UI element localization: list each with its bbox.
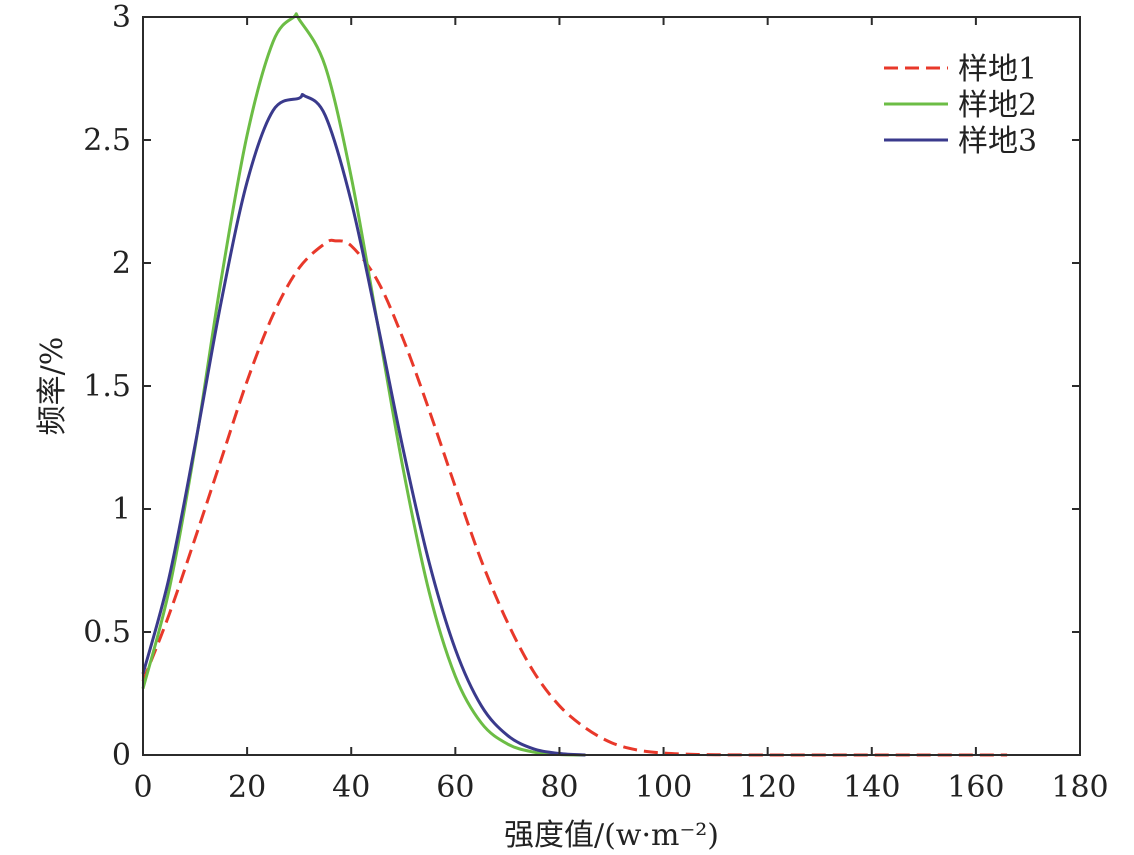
series-lines bbox=[141, 12, 1008, 757]
y-axis-tick-labels: 0 0.5 1 1.5 2 2.5 3 bbox=[83, 0, 131, 773]
plot-frame bbox=[142, 16, 1081, 756]
y-tick-label: 1.5 bbox=[83, 369, 131, 404]
x-tick-label: 120 bbox=[739, 770, 796, 805]
x-tick-label: 80 bbox=[540, 770, 578, 805]
x-axis-title: 强度值/(w·m⁻²) bbox=[504, 818, 719, 853]
x-tick-label: 60 bbox=[436, 770, 474, 805]
series-line-2 bbox=[141, 12, 586, 757]
series-line-3 bbox=[141, 93, 586, 757]
y-axis-title: 频率/% bbox=[35, 337, 70, 436]
y-tick-label: 0.5 bbox=[83, 615, 131, 650]
y-tick-label: 1 bbox=[112, 492, 131, 527]
x-tick-label: 180 bbox=[1051, 770, 1108, 805]
series-line-1 bbox=[141, 238, 1008, 757]
x-tick-label: 160 bbox=[947, 770, 1004, 805]
y-tick-label: 0 bbox=[112, 738, 131, 773]
x-tick-label: 140 bbox=[843, 770, 900, 805]
x-axis-tick-labels: 0 20 40 60 80 100 120 140 160 180 bbox=[133, 770, 1108, 805]
legend-label-2: 样地2 bbox=[958, 88, 1037, 123]
x-tick-label: 40 bbox=[332, 770, 370, 805]
x-tick-label: 100 bbox=[635, 770, 692, 805]
y-tick-label: 2.5 bbox=[83, 123, 131, 158]
y-tick-label: 3 bbox=[112, 0, 131, 35]
legend-label-1: 样地1 bbox=[958, 52, 1037, 87]
x-tick-label: 0 bbox=[133, 770, 152, 805]
y-tick-label: 2 bbox=[112, 246, 131, 281]
legend-label-3: 样地3 bbox=[958, 124, 1037, 159]
axis-ticks bbox=[142, 16, 1081, 756]
x-tick-label: 20 bbox=[228, 770, 266, 805]
plot-area bbox=[141, 12, 1081, 757]
